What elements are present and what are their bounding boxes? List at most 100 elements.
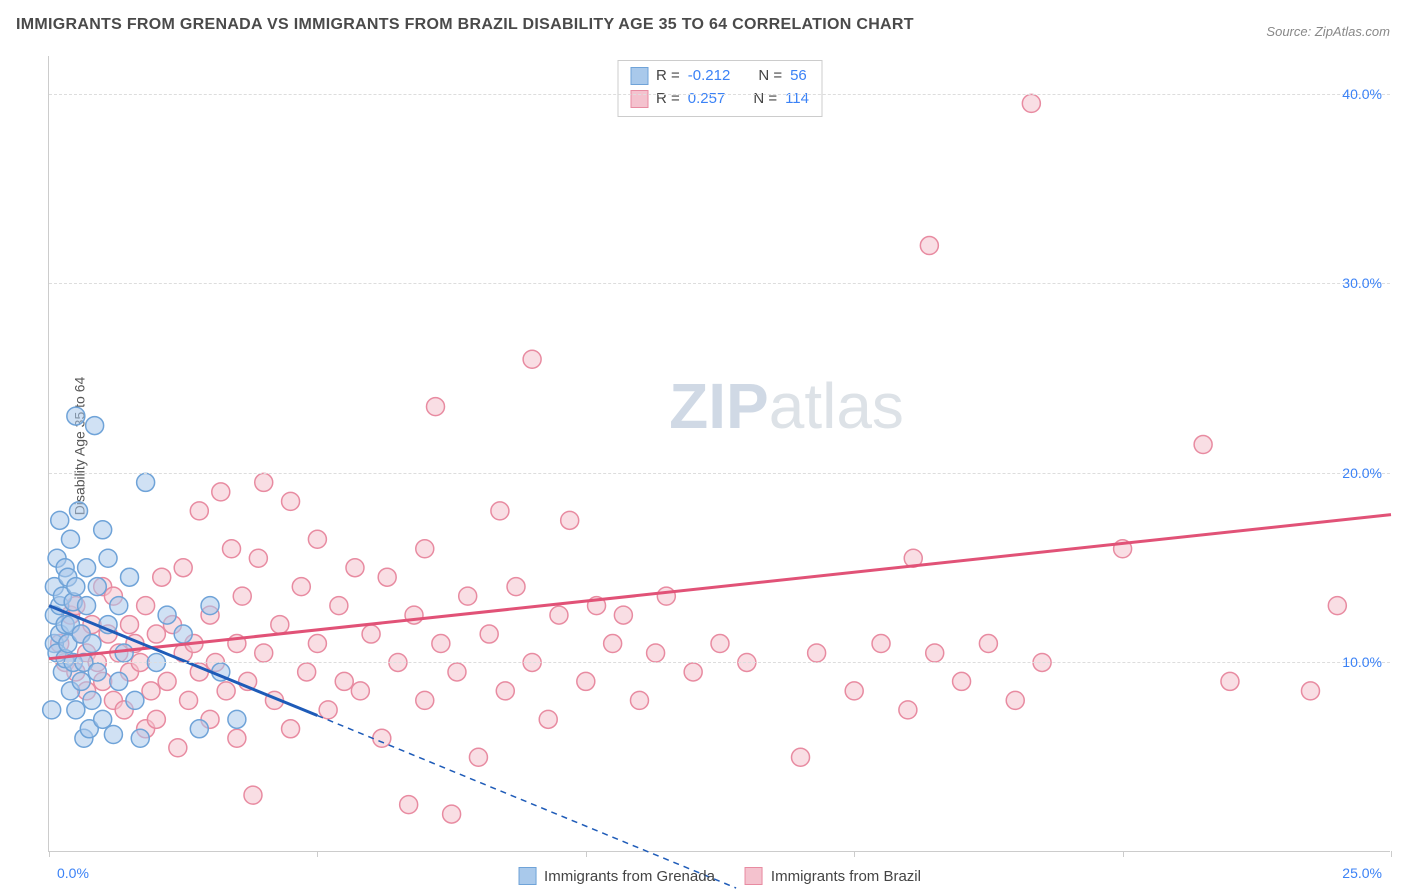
data-point (190, 720, 208, 738)
data-point (298, 663, 316, 681)
gridline (49, 473, 1390, 474)
data-point (67, 701, 85, 719)
data-point (78, 597, 96, 615)
data-point (432, 635, 450, 653)
plot-area: ZIPatlas R = -0.212 N = 56 R = 0.257 N =… (48, 56, 1390, 852)
legend-item-brazil: Immigrants from Brazil (745, 867, 921, 885)
data-point (282, 492, 300, 510)
data-point (443, 805, 461, 823)
data-point (1301, 682, 1319, 700)
data-point (83, 691, 101, 709)
data-point (147, 710, 165, 728)
source-link[interactable]: ZipAtlas.com (1315, 24, 1390, 39)
data-point (153, 568, 171, 586)
data-point (1022, 94, 1040, 112)
data-point (335, 672, 353, 690)
chart-title: IMMIGRANTS FROM GRENADA VS IMMIGRANTS FR… (16, 16, 914, 34)
gridline (49, 283, 1390, 284)
x-tick-mark (586, 851, 587, 857)
data-point (647, 644, 665, 662)
regression-line-grenada-dashed (317, 716, 736, 888)
data-point (174, 559, 192, 577)
data-point (920, 237, 938, 255)
swatch-brazil (630, 90, 648, 108)
y-tick-label: 20.0% (1342, 465, 1382, 481)
data-point (373, 729, 391, 747)
data-point (657, 587, 675, 605)
data-point (137, 597, 155, 615)
data-point (147, 625, 165, 643)
data-point (523, 350, 541, 368)
data-point (137, 473, 155, 491)
data-point (142, 682, 160, 700)
data-point (979, 635, 997, 653)
data-point (228, 729, 246, 747)
data-point (88, 663, 106, 681)
r-value-grenada: -0.212 (688, 65, 731, 88)
gridline (49, 662, 1390, 663)
data-point (83, 635, 101, 653)
data-point (577, 672, 595, 690)
y-tick-label: 30.0% (1342, 275, 1382, 291)
r-label: R = (656, 65, 680, 88)
data-point (88, 578, 106, 596)
source-label: Source: (1266, 24, 1311, 39)
series-legend: Immigrants from Grenada Immigrants from … (518, 867, 921, 885)
data-point (126, 691, 144, 709)
x-tick-min: 0.0% (57, 865, 89, 881)
legend-label-grenada: Immigrants from Grenada (544, 868, 715, 885)
data-point (249, 549, 267, 567)
data-point (131, 729, 149, 747)
data-point (99, 549, 117, 567)
data-point (507, 578, 525, 596)
x-tick-mark (1123, 851, 1124, 857)
data-point (292, 578, 310, 596)
data-point (614, 606, 632, 624)
data-point (416, 540, 434, 558)
n-label: N = (753, 88, 777, 111)
data-point (448, 663, 466, 681)
data-point (67, 578, 85, 596)
data-point (346, 559, 364, 577)
data-point (72, 672, 90, 690)
data-point (362, 625, 380, 643)
data-point (282, 720, 300, 738)
data-point (115, 644, 133, 662)
data-point (845, 682, 863, 700)
data-point (684, 663, 702, 681)
swatch-grenada (518, 867, 536, 885)
data-point (228, 710, 246, 728)
data-point (190, 502, 208, 520)
data-point (61, 530, 79, 548)
data-point (104, 725, 122, 743)
data-point (416, 691, 434, 709)
data-point (630, 691, 648, 709)
data-point (233, 587, 251, 605)
y-tick-label: 40.0% (1342, 86, 1382, 102)
data-point (308, 530, 326, 548)
data-point (308, 635, 326, 653)
data-point (223, 540, 241, 558)
data-point (110, 672, 128, 690)
legend-item-grenada: Immigrants from Grenada (518, 867, 715, 885)
data-point (899, 701, 917, 719)
data-point (1221, 672, 1239, 690)
data-point (244, 786, 262, 804)
y-tick-label: 10.0% (1342, 654, 1382, 670)
data-point (217, 682, 235, 700)
data-point (158, 606, 176, 624)
data-point (94, 710, 112, 728)
data-point (330, 597, 348, 615)
data-point (121, 616, 139, 634)
x-tick-mark (317, 851, 318, 857)
r-value-brazil: 0.257 (688, 88, 726, 111)
data-point (469, 748, 487, 766)
data-point (400, 796, 418, 814)
swatch-grenada (630, 67, 648, 85)
data-point (491, 502, 509, 520)
data-point (255, 473, 273, 491)
data-point (67, 407, 85, 425)
r-label: R = (656, 88, 680, 111)
data-point (459, 587, 477, 605)
scatter-chart (49, 56, 1390, 851)
